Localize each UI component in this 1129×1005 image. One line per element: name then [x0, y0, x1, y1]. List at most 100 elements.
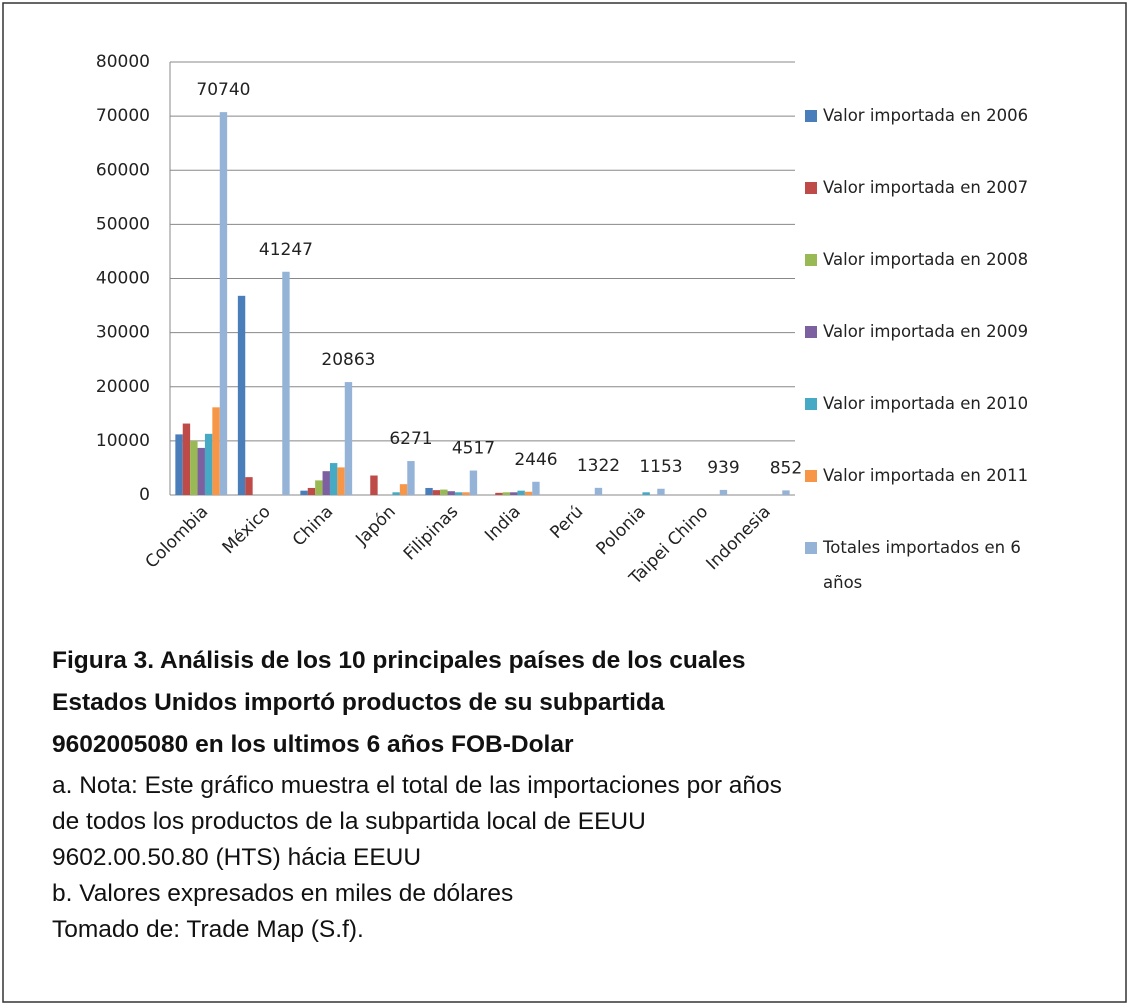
bar: [532, 481, 540, 495]
bar: [782, 490, 790, 495]
bar: [657, 488, 665, 495]
data-label: 4517: [452, 439, 495, 459]
bar: [322, 471, 330, 495]
legend-label: Valor importada en 2008: [823, 250, 1029, 269]
legend-swatch: [805, 398, 817, 410]
y-tick-label: 70000: [96, 106, 150, 126]
bar: [245, 477, 253, 495]
legend-entry: Valor importada en 2009: [805, 314, 1073, 349]
y-tick-label: 20000: [96, 377, 150, 397]
bar: [447, 491, 455, 495]
bar: [399, 484, 408, 495]
legend-swatch: [805, 254, 817, 266]
bar: [407, 461, 415, 495]
bar: [425, 487, 433, 495]
bar: [190, 440, 198, 495]
legend-swatch: [805, 542, 817, 554]
legend-entry: Valor importada en 2010: [805, 386, 1073, 421]
bar: [502, 492, 511, 495]
x-tick-label: Filipinas: [400, 502, 463, 565]
y-tick-label: 50000: [96, 214, 150, 234]
bar: [182, 423, 191, 495]
legend-swatch: [805, 470, 817, 482]
bar: [517, 490, 525, 495]
caption-title-line: 9602005080 en los ultimos 6 años FOB-Dol…: [52, 731, 574, 758]
legend-swatch: [805, 326, 817, 338]
bar: [454, 492, 463, 495]
y-tick-label: 60000: [96, 160, 150, 180]
bar: [719, 489, 728, 495]
bar: [307, 487, 316, 495]
bar: [237, 295, 246, 495]
data-label: 20863: [321, 350, 375, 370]
y-tick-label: 30000: [96, 323, 150, 343]
y-tick-label: 80000: [96, 52, 150, 72]
caption-title: Figura 3. Análisis de los 10 principales…: [52, 640, 1112, 766]
bar: [344, 382, 353, 495]
bar: [175, 434, 183, 495]
bar: [510, 492, 518, 495]
caption-note-line: b. Valores expresados en miles de dólare…: [52, 880, 514, 907]
bar: [462, 492, 470, 495]
caption-title-line: Estados Unidos importó productos de su s…: [52, 689, 665, 716]
x-tick-label: Colombia: [142, 502, 213, 573]
bar: [642, 492, 650, 495]
bar: [495, 492, 503, 495]
x-tick-label: India: [481, 502, 525, 546]
x-tick-label: Perú: [546, 502, 587, 543]
caption-title-line: Figura 3. Análisis de los 10 principales…: [52, 647, 746, 674]
caption-note-line: Tomado de: Trade Map (S.f).: [52, 916, 364, 943]
legend-entry: Totales importados en 6 años: [805, 530, 1073, 600]
legend-label: Valor importada en 2011: [823, 466, 1029, 485]
bar: [212, 407, 220, 495]
data-label: 1153: [639, 457, 682, 477]
y-tick-label: 10000: [96, 431, 150, 451]
bar: [282, 271, 290, 495]
data-label: 2446: [514, 450, 557, 470]
caption-note-line: a. Nota: Este gráfico muestra el total d…: [52, 772, 782, 799]
bar: [197, 447, 205, 495]
bar: [440, 489, 448, 495]
legend-entry: Valor importada en 2008: [805, 242, 1073, 277]
bar: [392, 492, 400, 495]
x-tick-label: Indonesia: [703, 502, 775, 574]
data-label: 41247: [259, 240, 313, 260]
legend-entry: Valor importada en 2006: [805, 98, 1073, 133]
data-label: 70740: [196, 80, 250, 100]
caption-notes: a. Nota: Este gráfico muestra el total d…: [52, 768, 1112, 948]
y-tick-label: 40000: [96, 269, 150, 289]
bar: [315, 480, 323, 495]
data-label: 1322: [577, 456, 620, 476]
data-label: 6271: [389, 429, 432, 449]
x-tick-label: Polonia: [592, 502, 649, 559]
bar: [594, 487, 603, 495]
bar: [432, 490, 441, 495]
legend-label: Valor importada en 2009: [823, 322, 1029, 341]
caption-note-line: de todos los productos de la subpartida …: [52, 808, 646, 835]
caption-note-line: 9602.00.50.80 (HTS) hácia EEUU: [52, 844, 422, 871]
x-tick-label: China: [289, 502, 337, 550]
legend-label: Valor importada en 2006: [823, 106, 1029, 125]
x-tick-label: Japón: [351, 502, 399, 550]
bar: [469, 470, 478, 495]
bar: [219, 112, 228, 495]
legend-label: Totales importados en 6 años: [823, 538, 1021, 592]
legend-entry: Valor importada en 2007: [805, 170, 1073, 205]
bar: [524, 491, 533, 495]
x-tick-label: México: [219, 502, 275, 558]
legend-swatch: [805, 182, 817, 194]
bar: [370, 475, 378, 495]
bar: [204, 433, 213, 495]
y-tick-label: 0: [139, 485, 150, 505]
data-label: 852: [770, 458, 802, 478]
legend-label: Valor importada en 2010: [823, 394, 1029, 413]
legend-entry: Valor importada en 2011: [805, 458, 1073, 493]
bar: [337, 467, 345, 495]
bar: [300, 490, 308, 495]
legend-label: Valor importada en 2007: [823, 178, 1029, 197]
data-label: 939: [707, 458, 739, 478]
bar: [329, 463, 338, 495]
